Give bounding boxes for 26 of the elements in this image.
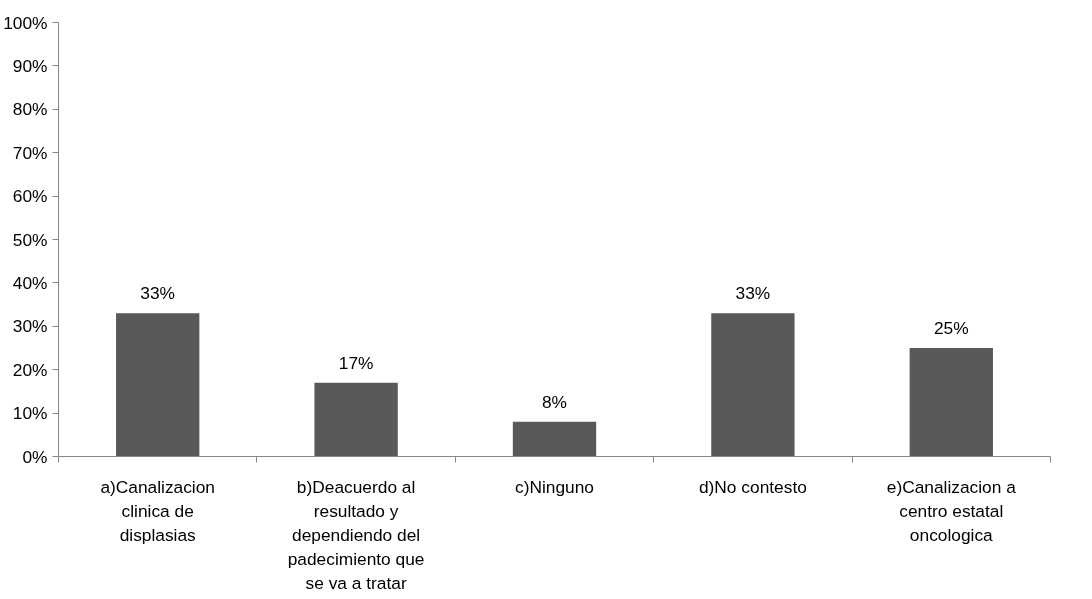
data-label: 8%: [541, 391, 568, 412]
y-tick-label: 40%: [12, 272, 48, 293]
data-label: 25%: [933, 318, 969, 338]
y-tick-label: 70%: [12, 142, 48, 163]
x-tick-label: d)No contesto: [698, 476, 807, 497]
bar: [711, 313, 795, 457]
data-label: 33%: [140, 283, 176, 304]
bar: [909, 348, 993, 457]
data-label: 33%: [735, 283, 771, 304]
bar: [314, 382, 398, 457]
y-tick-label: 20%: [12, 359, 48, 380]
y-tick-label: 80%: [12, 99, 48, 120]
y-tick-label: 10%: [12, 403, 48, 424]
y-tick-label: 60%: [12, 186, 48, 207]
x-tick-label: e)Canalizacion a centro estatal oncologica: [886, 476, 1017, 545]
bar: [512, 421, 597, 457]
y-tick-label: 50%: [12, 229, 48, 250]
data-label: 17%: [338, 352, 374, 373]
x-tick-label: c)Ninguno: [515, 476, 594, 497]
bar: [116, 313, 200, 457]
y-tick-label: 90%: [12, 55, 48, 76]
x-tick-label: b)Deacuerdo al resultado y dependiendo del padecimiento que se va a tratar: [287, 476, 425, 593]
y-tick-label: 0%: [22, 446, 48, 467]
x-tick-label: a)Canalizacion clinica de displasias: [100, 476, 216, 545]
y-tick-label: 30%: [12, 316, 48, 337]
y-tick-label: 100%: [3, 12, 48, 33]
